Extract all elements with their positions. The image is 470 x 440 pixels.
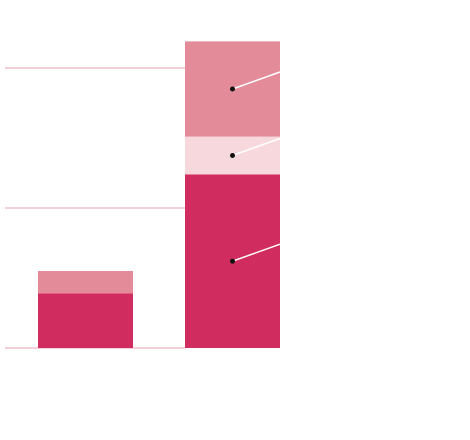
- callout-line: [232, 243, 281, 262]
- callout-dot: [230, 153, 235, 158]
- callout-dot: [230, 258, 235, 264]
- callout-dot: [230, 86, 235, 92]
- callout-line: [232, 137, 281, 157]
- bar-segment: [38, 293, 133, 348]
- bar-segment: [38, 271, 133, 294]
- callout-line: [232, 71, 281, 90]
